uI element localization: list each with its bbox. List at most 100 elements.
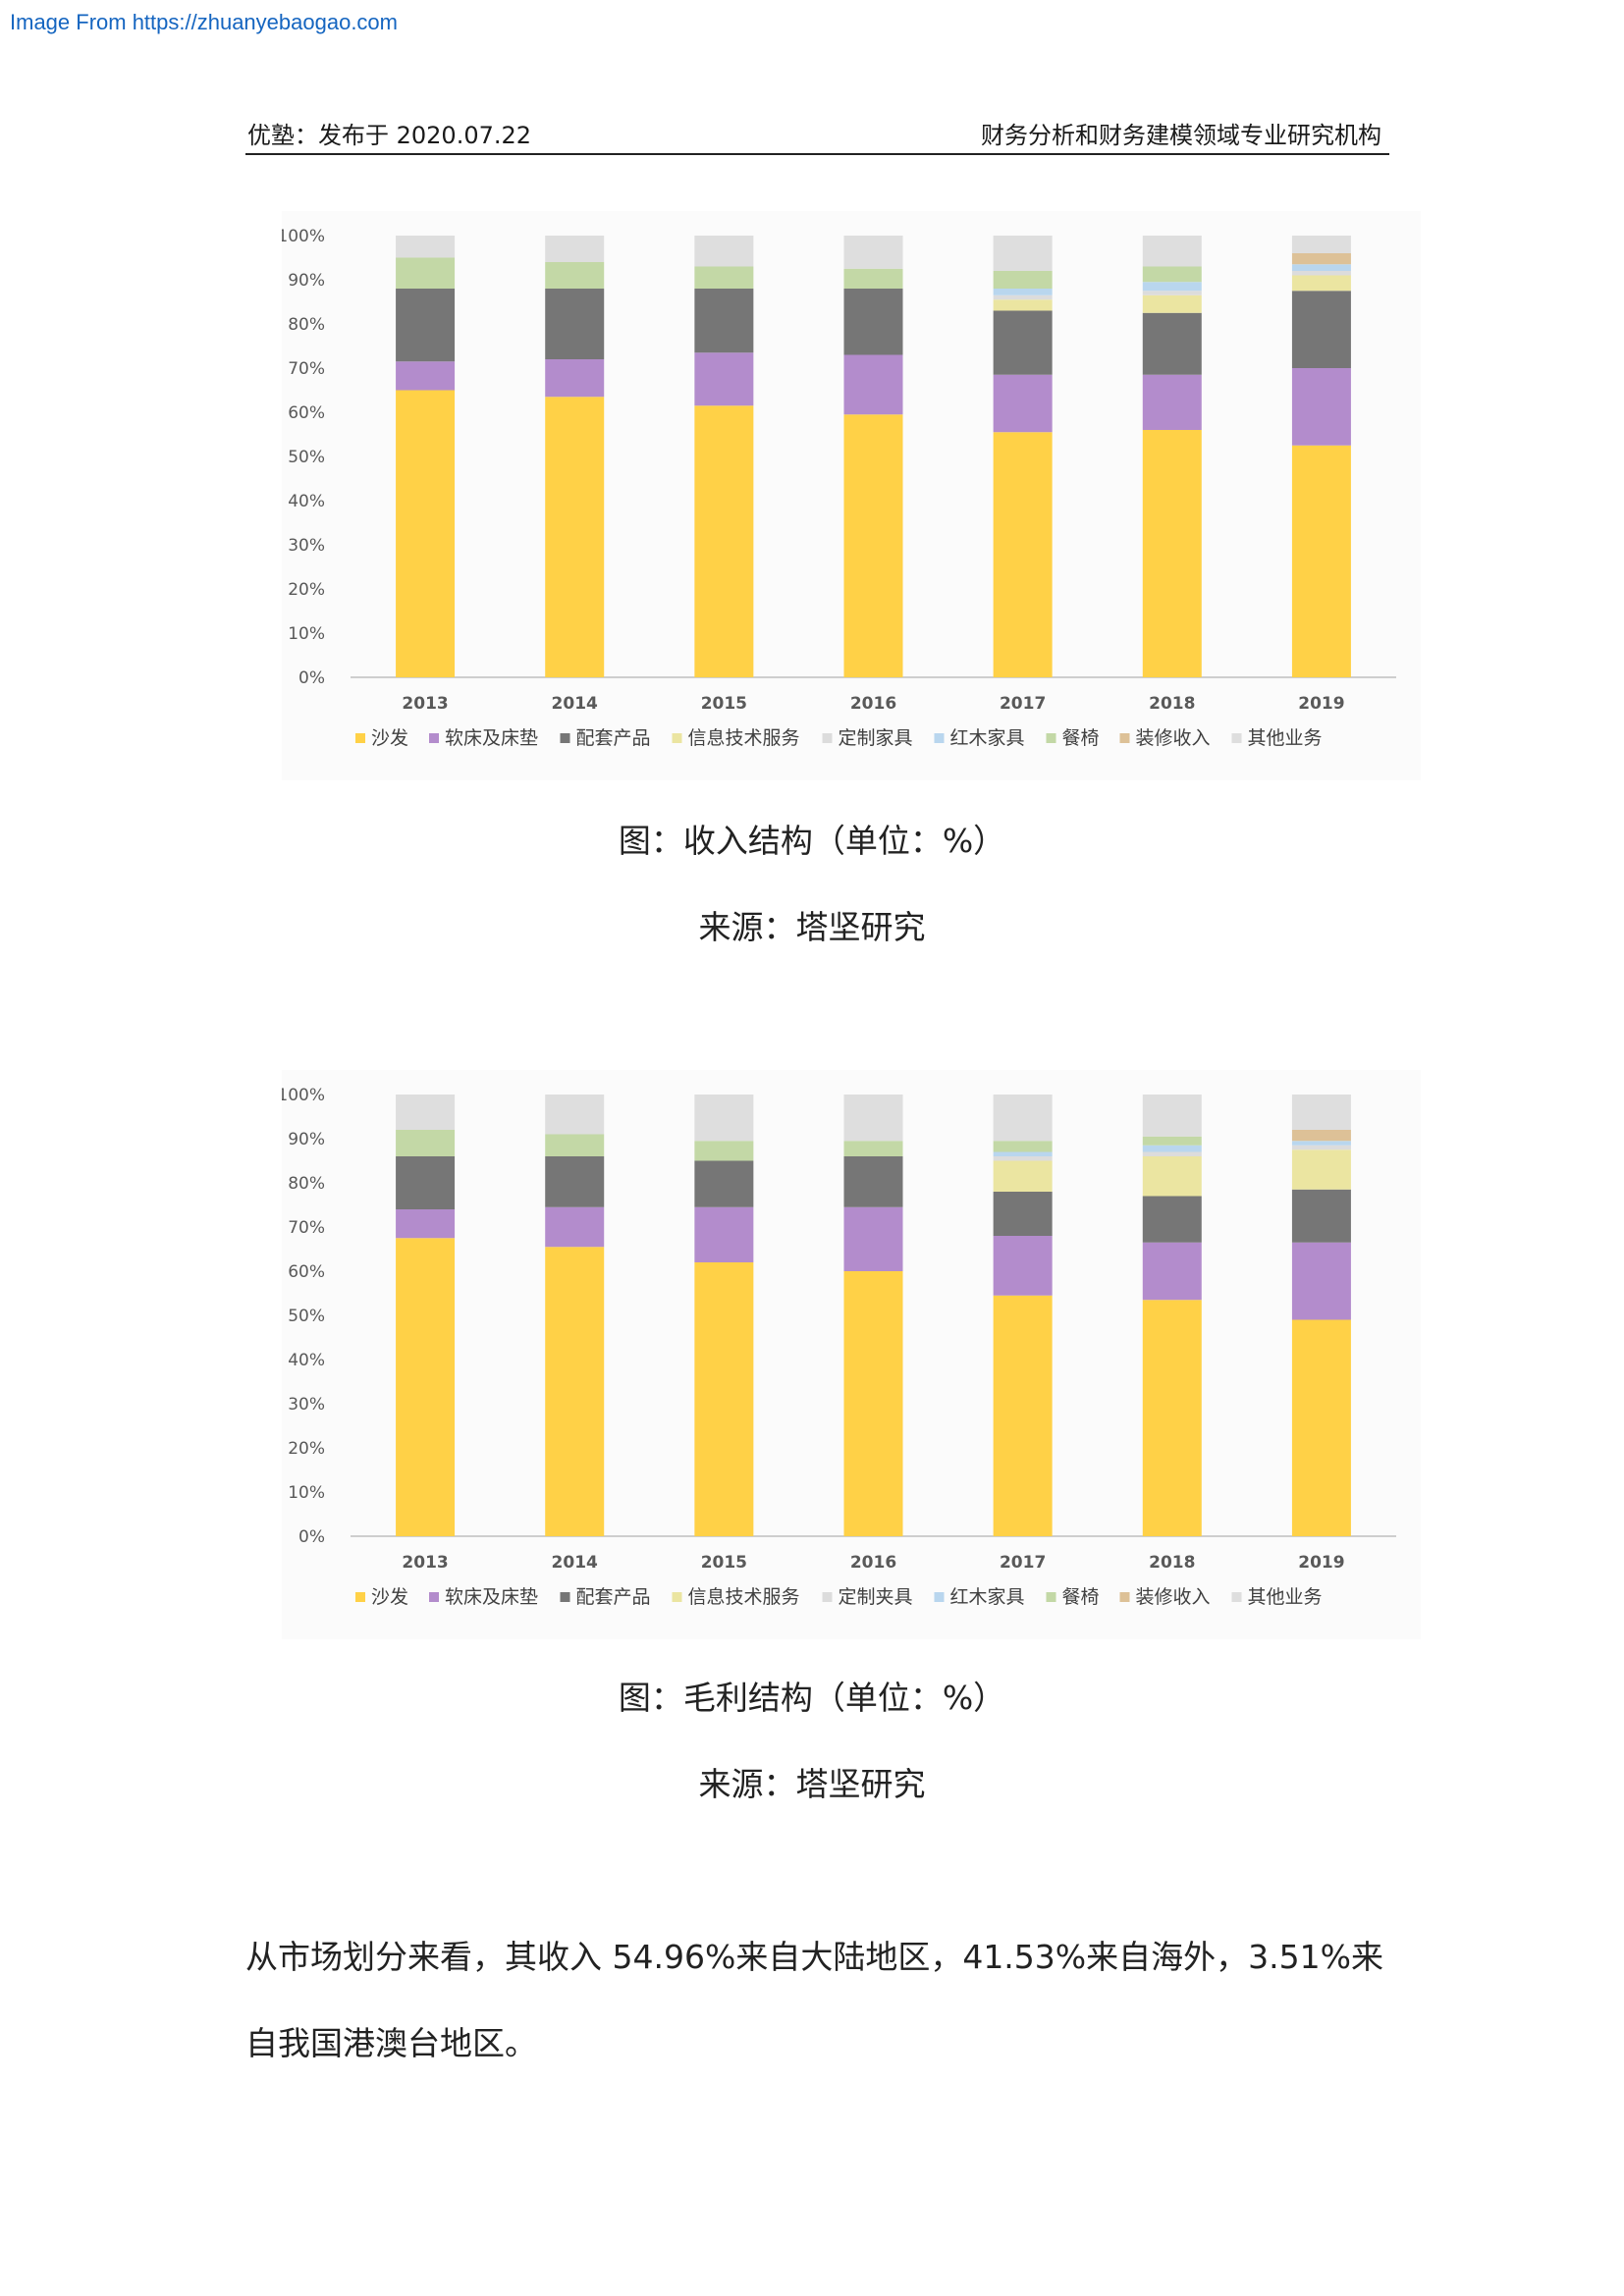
bar-segment — [1142, 374, 1202, 430]
legend-label: 沙发 — [371, 727, 408, 749]
y-tick-label: 80% — [288, 1174, 325, 1194]
legend-swatch — [1119, 1592, 1130, 1602]
bar-segment — [1142, 1242, 1202, 1301]
bar-segment — [1291, 271, 1351, 276]
legend-label: 其他业务 — [1248, 1586, 1323, 1608]
y-tick-label: 60% — [288, 403, 325, 423]
bar-segment — [993, 1141, 1053, 1152]
bar-segment — [1142, 282, 1202, 292]
bar-segment — [1291, 1319, 1351, 1536]
y-tick-label: 60% — [288, 1262, 325, 1282]
bar-segment — [1142, 236, 1202, 267]
bar-segment — [1291, 1130, 1351, 1142]
y-tick-label: 70% — [288, 1218, 325, 1238]
bar-segment — [843, 354, 903, 415]
bar-segment — [843, 1206, 903, 1271]
legend-label: 红木家具 — [950, 727, 1025, 749]
y-tick-label: 100% — [282, 227, 325, 246]
legend-label: 餐椅 — [1062, 1586, 1100, 1608]
bar-segment — [396, 1095, 456, 1130]
bar-segment — [993, 374, 1053, 433]
x-tick-label: 2014 — [552, 694, 598, 714]
legend-swatch — [672, 1592, 682, 1602]
legend-swatch — [672, 733, 682, 743]
legend-label: 软床及床垫 — [445, 1586, 538, 1608]
legend-label: 其他业务 — [1248, 727, 1323, 749]
bar-segment — [993, 271, 1053, 289]
bar-segment — [993, 1236, 1053, 1296]
bar-segment — [694, 352, 754, 406]
legend-swatch — [1046, 733, 1056, 743]
bar-segment — [396, 1209, 456, 1239]
bar-segment — [993, 310, 1053, 375]
bar-segment — [694, 266, 754, 289]
figure-2-source: 来源：塔坚研究 — [698, 1765, 926, 1803]
legend-swatch — [1231, 733, 1242, 743]
x-tick-label: 2015 — [701, 1553, 747, 1573]
y-tick-label: 10% — [288, 624, 325, 644]
legend-swatch — [429, 733, 439, 743]
bar-segment — [1142, 294, 1202, 313]
bar-segment — [396, 236, 456, 258]
legend-swatch — [822, 1592, 833, 1602]
legend-label: 配套产品 — [576, 1586, 651, 1608]
y-tick-label: 80% — [288, 315, 325, 335]
legend-label: 配套产品 — [576, 727, 651, 749]
bar-segment — [843, 414, 903, 677]
y-tick-label: 50% — [288, 448, 325, 467]
x-tick-label: 2019 — [1298, 694, 1344, 714]
bar-segment — [1142, 1136, 1202, 1146]
y-tick-label: 100% — [282, 1086, 325, 1105]
y-tick-label: 40% — [288, 1351, 325, 1370]
bar-segment — [843, 268, 903, 289]
bar-segment — [993, 289, 1053, 295]
market-split-paragraph: 从市场划分来看，其收入 54.96%来自大陆地区，41.53%来自海外，3.51… — [245, 1938, 1383, 2062]
figure-1-source: 来源：塔坚研究 — [698, 908, 926, 946]
legend-swatch — [1046, 1592, 1056, 1602]
bar-segment — [1291, 445, 1351, 677]
y-tick-label: 30% — [288, 1395, 325, 1415]
bar-segment — [545, 1206, 605, 1248]
bar-segment — [545, 359, 605, 398]
bar-segment — [843, 1095, 903, 1142]
bar-segment — [1291, 1141, 1351, 1146]
bar-segment — [1291, 253, 1351, 265]
y-tick-label: 70% — [288, 359, 325, 379]
bar-segment — [694, 289, 754, 353]
x-tick-label: 2014 — [552, 1553, 598, 1573]
legend-swatch — [560, 733, 570, 743]
source-watermark[interactable]: Image From https://zhuanyebaogao.com — [10, 10, 398, 34]
bar-segment — [993, 1156, 1053, 1161]
legend-swatch — [560, 1592, 570, 1602]
bar-segment — [694, 1141, 754, 1161]
bar-segment — [993, 1295, 1053, 1536]
legend-swatch — [355, 1592, 365, 1602]
bar-segment — [1291, 291, 1351, 368]
y-tick-label: 0% — [298, 668, 325, 688]
bar-segment — [694, 1095, 754, 1142]
legend-swatch — [822, 733, 833, 743]
bar-segment — [1291, 264, 1351, 271]
bar-segment — [1142, 1300, 1202, 1536]
bar-segment — [993, 1095, 1053, 1142]
bar-segment — [993, 299, 1053, 311]
legend-label: 红木家具 — [950, 1586, 1025, 1608]
legend-label: 信息技术服务 — [688, 1586, 800, 1608]
bar-segment — [843, 289, 903, 355]
bar-segment — [993, 294, 1053, 300]
bar-segment — [843, 1141, 903, 1156]
bar-segment — [396, 1130, 456, 1156]
bar-segment — [1291, 1095, 1351, 1130]
bar-segment — [1291, 368, 1351, 446]
page-header: 优塾：发布于 2020.07.22 财务分析和财务建模领域专业研究机构 — [245, 116, 1389, 155]
x-tick-label: 2018 — [1149, 694, 1195, 714]
bar-segment — [993, 1160, 1053, 1192]
bar-segment — [1291, 1149, 1351, 1190]
legend-swatch — [429, 1592, 439, 1602]
bar-segment — [694, 236, 754, 267]
bar-segment — [396, 390, 456, 677]
bar-segment — [694, 1160, 754, 1207]
bar-segment — [1142, 1151, 1202, 1156]
bar-segment — [843, 1271, 903, 1536]
y-tick-label: 40% — [288, 492, 325, 511]
